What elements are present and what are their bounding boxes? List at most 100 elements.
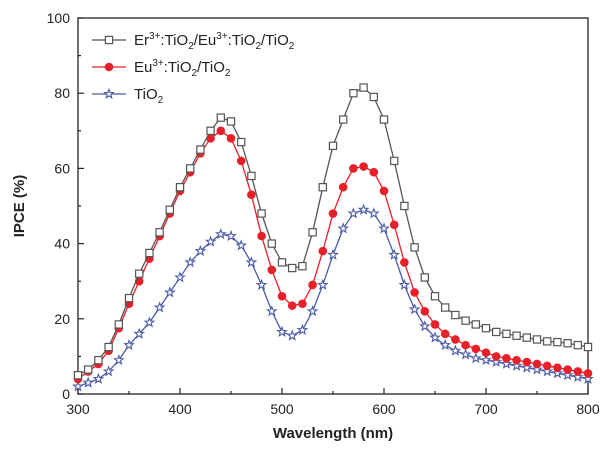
- data-point: [92, 372, 105, 384]
- data-point: [522, 333, 532, 342]
- data-point: [563, 365, 572, 374]
- data-point: [316, 278, 329, 290]
- data-point: [481, 348, 491, 357]
- data-point: [542, 337, 552, 346]
- data-point: [287, 301, 297, 310]
- data-point: [163, 286, 176, 298]
- data-point: [389, 220, 399, 230]
- axis-ticks: 300 400 500 600 700 800 0 20 40 60 80 100: [47, 10, 600, 417]
- data-point: [186, 164, 195, 173]
- y-axis-label: IPCE (%): [11, 175, 28, 238]
- legend-label: Eu3+:TiO2/TiO2: [134, 58, 231, 79]
- data-point: [379, 186, 389, 196]
- data-point: [184, 256, 197, 268]
- data-point: [542, 361, 552, 371]
- data-point: [492, 327, 501, 337]
- y-tick-label: 80: [54, 85, 70, 101]
- data-point: [388, 248, 401, 260]
- data-point: [490, 355, 503, 368]
- data-point: [532, 335, 542, 344]
- data-point: [583, 369, 593, 378]
- data-point: [165, 205, 174, 214]
- data-point: [582, 372, 594, 384]
- data-point: [72, 380, 84, 392]
- data-point: [267, 239, 277, 248]
- data-point: [298, 261, 307, 271]
- data-point: [318, 246, 328, 256]
- data-point: [257, 231, 266, 241]
- data-point: [206, 126, 215, 135]
- plot-area: [77, 17, 589, 395]
- y-tick-label: 20: [54, 311, 70, 327]
- data-point: [339, 115, 348, 124]
- series-line: [77, 209, 589, 388]
- data-point: [143, 316, 156, 328]
- data-point: [502, 329, 511, 339]
- data-point: [430, 320, 440, 329]
- data-point: [349, 88, 358, 98]
- data-point: [155, 228, 164, 237]
- data-point: [440, 329, 450, 339]
- data-point: [216, 113, 225, 122]
- data-point: [308, 228, 317, 237]
- x-axis-label: Wavelength (nm): [273, 425, 393, 442]
- data-point: [225, 229, 237, 242]
- data-point: [174, 271, 186, 283]
- x-tick-label: 300: [66, 401, 90, 417]
- x-tick-label: 500: [270, 401, 294, 417]
- legend: Er3+:TiO2/Eu3+:TiO2/TiO2 Eu3+:TiO2/TiO2 Ti…: [92, 31, 295, 106]
- data-point: [114, 320, 123, 329]
- data-point: [226, 134, 236, 143]
- data-point: [245, 256, 258, 268]
- data-point: [469, 352, 482, 364]
- data-point: [451, 310, 460, 320]
- data-point: [277, 291, 287, 301]
- data-point: [522, 357, 532, 367]
- data-point: [420, 306, 430, 316]
- data-point: [298, 299, 307, 309]
- data-point: [429, 331, 441, 343]
- data-point: [306, 305, 319, 317]
- data-point: [288, 263, 297, 273]
- data-point: [532, 359, 542, 369]
- data-point: [408, 303, 421, 315]
- data-point: [461, 340, 470, 350]
- data-point: [471, 344, 481, 354]
- data-point: [410, 243, 419, 252]
- data-point: [359, 83, 368, 92]
- y-tick-label: 40: [54, 236, 70, 252]
- y-tick-label: 0: [62, 386, 70, 402]
- data-point: [390, 156, 399, 166]
- data-point: [491, 352, 501, 361]
- data-point: [265, 305, 278, 317]
- legend-marker: [104, 62, 114, 72]
- data-point: [196, 145, 205, 154]
- legend-marker: [104, 35, 114, 45]
- data-point: [327, 248, 339, 260]
- data-point: [500, 357, 513, 369]
- data-point: [194, 244, 207, 257]
- data-point: [400, 258, 409, 267]
- data-point: [204, 235, 217, 247]
- y-tick-label: 100: [47, 10, 71, 26]
- data-point: [418, 320, 431, 332]
- data-point: [583, 342, 593, 352]
- data-point: [430, 292, 440, 301]
- series-layer: [72, 83, 594, 392]
- data-point: [420, 273, 430, 282]
- data-point: [82, 376, 95, 388]
- data-point: [286, 329, 299, 341]
- data-point: [247, 171, 256, 181]
- data-point: [255, 278, 268, 290]
- data-point: [441, 303, 450, 312]
- data-point: [104, 342, 113, 352]
- data-point: [541, 365, 554, 377]
- data-point: [153, 301, 166, 313]
- data-point: [502, 353, 511, 363]
- data-point: [216, 126, 226, 136]
- data-point: [357, 203, 370, 215]
- data-point: [553, 363, 562, 372]
- x-tick-label: 400: [168, 401, 192, 417]
- data-point: [175, 183, 185, 192]
- legend-label: Er3+:TiO2/Eu3+:TiO2/TiO2: [134, 31, 295, 52]
